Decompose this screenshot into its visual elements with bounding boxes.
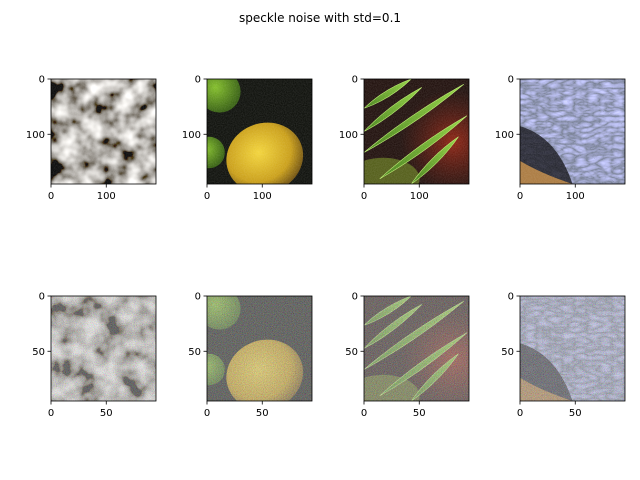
axes-frame bbox=[363, 78, 470, 185]
y-tick-label: 0 bbox=[508, 75, 514, 86]
y-tick-label: 100 bbox=[182, 130, 201, 141]
panel-green-leaves-noisy: 0 50 0 50 bbox=[345, 292, 470, 419]
x-tick-label: 0 bbox=[204, 191, 210, 202]
noise-overlay bbox=[207, 79, 312, 184]
panel-lichen-texture-original: 0 100 0 100 bbox=[26, 75, 157, 202]
y-tick-label: 0 bbox=[39, 75, 45, 86]
x-tick-label: 100 bbox=[566, 191, 585, 202]
lichen-texture-image bbox=[51, 79, 156, 184]
y-tick-label: 0 bbox=[39, 292, 45, 303]
y-tick-label: 100 bbox=[26, 130, 45, 141]
axes-frame bbox=[519, 295, 626, 402]
panel-yellow-fruit-noisy: 0 50 0 50 bbox=[188, 292, 313, 419]
axes-frame bbox=[519, 78, 626, 185]
x-tick-label: 100 bbox=[97, 191, 116, 202]
noise-overlay bbox=[51, 296, 156, 401]
axes-frame bbox=[50, 78, 157, 185]
yellow-fruit-image bbox=[207, 296, 312, 401]
lichen-texture-image bbox=[51, 296, 156, 401]
x-tick-label: 50 bbox=[256, 408, 269, 419]
y-tick-label: 0 bbox=[352, 292, 358, 303]
yellow-fruit-image bbox=[207, 79, 312, 184]
noise-overlay bbox=[520, 296, 625, 401]
y-tick-label: 50 bbox=[32, 347, 45, 358]
noise-overlay bbox=[364, 79, 469, 184]
x-tick-label: 0 bbox=[204, 408, 210, 419]
x-tick-label: 50 bbox=[413, 408, 426, 419]
noise-overlay bbox=[520, 79, 625, 184]
panel-green-leaves-original: 0 100 0 100 bbox=[339, 75, 470, 202]
axes-frame bbox=[363, 295, 470, 402]
axes-frame bbox=[50, 295, 157, 402]
panel-lichen-texture-noisy: 0 50 0 50 bbox=[32, 292, 157, 419]
y-tick-label: 0 bbox=[195, 292, 201, 303]
x-tick-label: 0 bbox=[361, 408, 367, 419]
green-leaves-image bbox=[364, 296, 469, 401]
x-tick-label: 100 bbox=[410, 191, 429, 202]
figure-title: speckle noise with std=0.1 bbox=[239, 11, 401, 25]
x-tick-label: 0 bbox=[361, 191, 367, 202]
y-tick-label: 50 bbox=[345, 347, 358, 358]
x-tick-label: 0 bbox=[48, 408, 54, 419]
green-leaves-image bbox=[364, 79, 469, 184]
noise-overlay bbox=[364, 296, 469, 401]
y-tick-label: 0 bbox=[195, 75, 201, 86]
y-tick-label: 100 bbox=[339, 130, 358, 141]
y-tick-label: 0 bbox=[508, 292, 514, 303]
panel-blue-textile-noisy: 0 50 0 50 bbox=[501, 292, 626, 419]
y-tick-label: 0 bbox=[352, 75, 358, 86]
x-tick-label: 100 bbox=[253, 191, 272, 202]
noise-overlay bbox=[51, 79, 156, 184]
noise-overlay bbox=[207, 296, 312, 401]
axes-frame bbox=[206, 78, 313, 185]
x-tick-label: 0 bbox=[48, 191, 54, 202]
axes-frame bbox=[206, 295, 313, 402]
y-tick-label: 50 bbox=[501, 347, 514, 358]
y-tick-label: 50 bbox=[188, 347, 201, 358]
panel-yellow-fruit-original: 0 100 0 100 bbox=[182, 75, 313, 202]
x-tick-label: 0 bbox=[517, 191, 523, 202]
x-tick-label: 50 bbox=[569, 408, 582, 419]
panel-blue-textile-original: 0 100 0 100 bbox=[495, 75, 626, 202]
y-tick-label: 100 bbox=[495, 130, 514, 141]
blue-textile-image bbox=[520, 296, 625, 401]
blue-textile-image bbox=[520, 79, 625, 184]
x-tick-label: 0 bbox=[517, 408, 523, 419]
x-tick-label: 50 bbox=[100, 408, 113, 419]
